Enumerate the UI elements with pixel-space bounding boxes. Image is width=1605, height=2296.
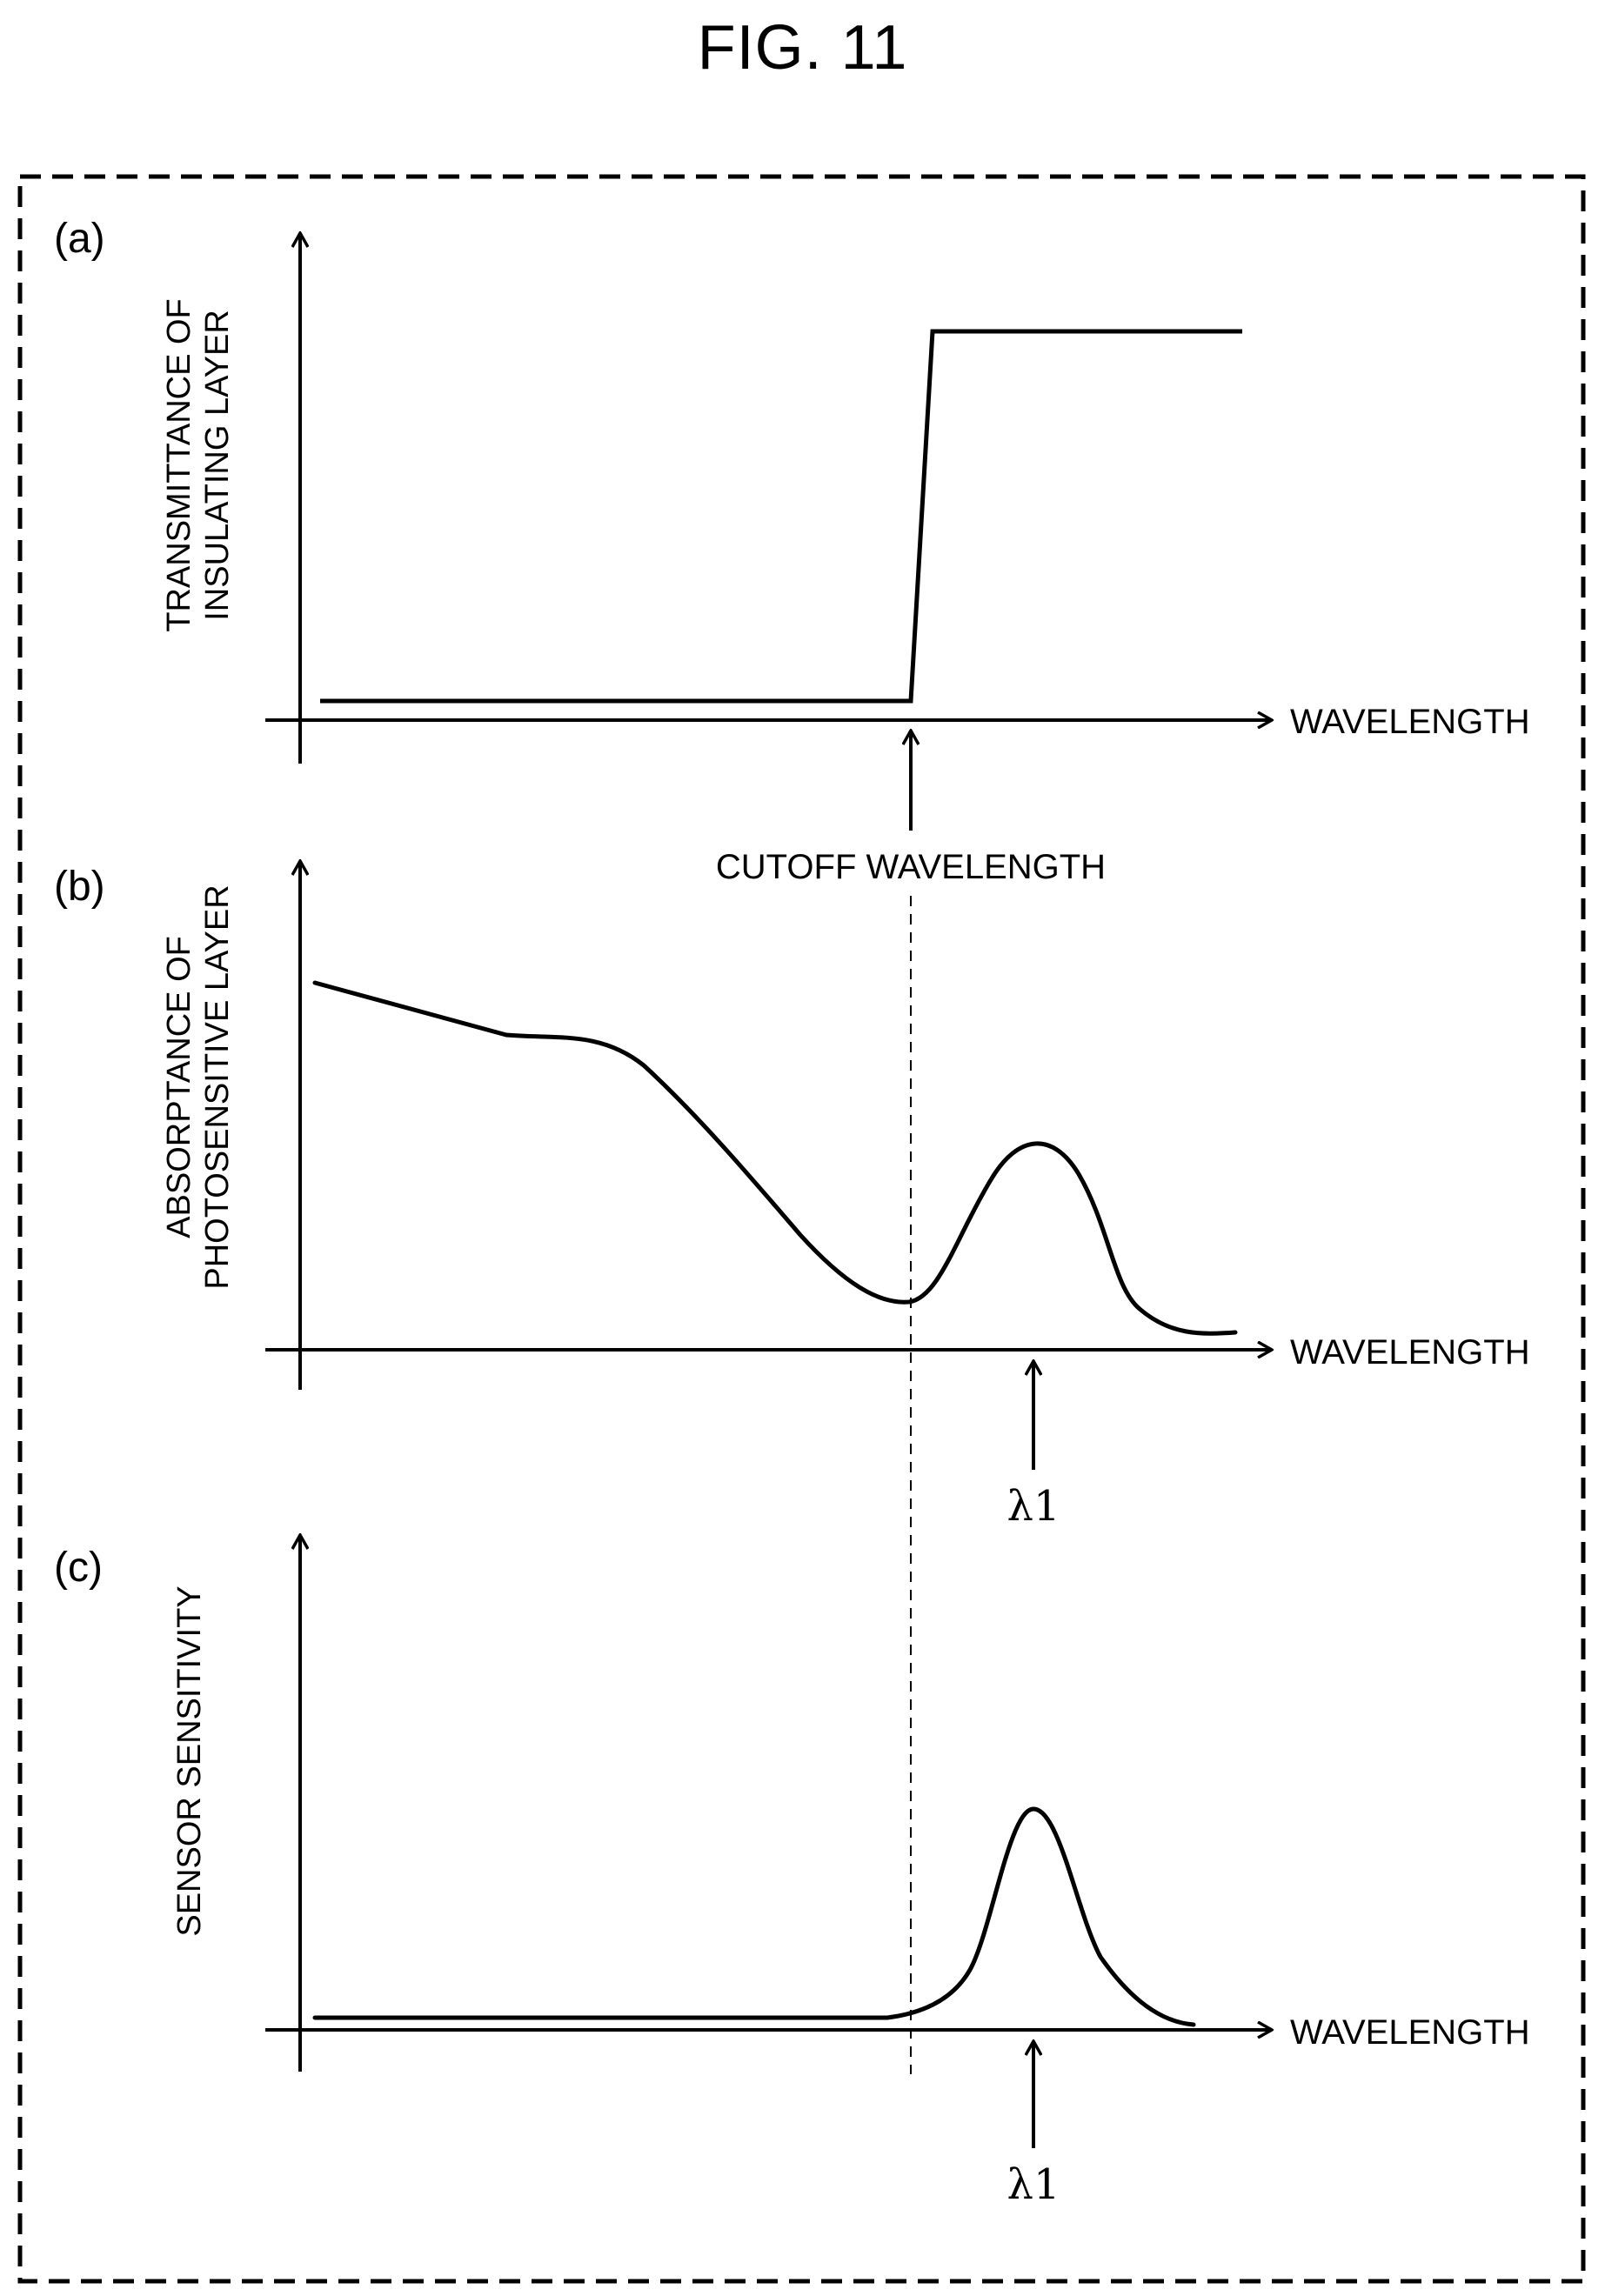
panel-c-y-label-text: SENSOR SENSITIVITY (171, 1585, 208, 1936)
figure-title: FIG. 11 (697, 13, 908, 83)
panel-a-transmittance-curve (320, 329, 1242, 704)
panel-a-label: (a) (54, 216, 105, 262)
panel-c: (c) WAVELENGTH SENSOR SENSITIVITY λ1 (54, 1535, 1530, 2209)
panel-b-y-label: ABSORPTANCE OF PHOTOSENSITIVE LAYER (161, 884, 236, 1289)
panel-b: (b) WAVELENGTH ABSORPTANCE OF PHOTOSENSI… (54, 861, 1530, 1531)
panel-b-lambda1-label: λ1 (1007, 1482, 1060, 1531)
panel-a-y-label-line1: TRANSMITTANCE OF (161, 298, 197, 632)
panel-c-sensitivity-curve (312, 1806, 1196, 2027)
panel-a: (a) WAVELENGTH TRANSMITTANCE OF INSULATI… (54, 216, 1530, 886)
panel-b-x-label: WAVELENGTH (1290, 1333, 1530, 1372)
panel-a-y-label: TRANSMITTANCE OF INSULATING LAYER (161, 298, 236, 632)
panel-b-label: (b) (54, 864, 105, 910)
panel-c-label: (c) (54, 1545, 103, 1591)
dashed-frame (17, 174, 1586, 2284)
panel-a-y-label-line2: INSULATING LAYER (199, 310, 236, 621)
panel-a-x-label: WAVELENGTH (1290, 703, 1530, 741)
panel-b-y-label-line1: ABSORPTANCE OF (161, 936, 197, 1238)
panel-b-y-label-line2: PHOTOSENSITIVE LAYER (199, 884, 236, 1289)
panel-c-x-label: WAVELENGTH (1290, 2013, 1530, 2052)
panel-c-y-label: SENSOR SENSITIVITY (171, 1585, 208, 1936)
panel-c-lambda1-label: λ1 (1007, 2160, 1060, 2209)
panel-b-absorptance-curve (312, 980, 1238, 1336)
cutoff-wavelength-label: CUTOFF WAVELENGTH (716, 848, 1106, 886)
